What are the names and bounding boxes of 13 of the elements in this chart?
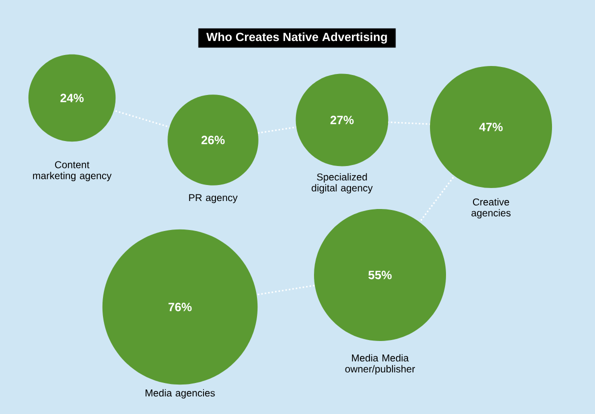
text: Who Creates Native Advertising [206,32,387,44]
data-label: 47% [479,122,503,132]
category-label: PR agency [189,194,238,204]
data-label: 26% [201,136,225,144]
data-label: 55% [368,270,392,280]
category-label: Specialized digital agency [312,173,373,194]
category-label: Media Media owner/publisher [345,354,415,374]
category-label: Media agencies [146,389,215,398]
data-label: 27% [330,116,354,124]
data-label: 76% [168,302,192,312]
data-label: 24% [60,94,84,102]
category-label: Content marketing agency [33,161,112,182]
category-label: Creative agencies [471,198,511,218]
